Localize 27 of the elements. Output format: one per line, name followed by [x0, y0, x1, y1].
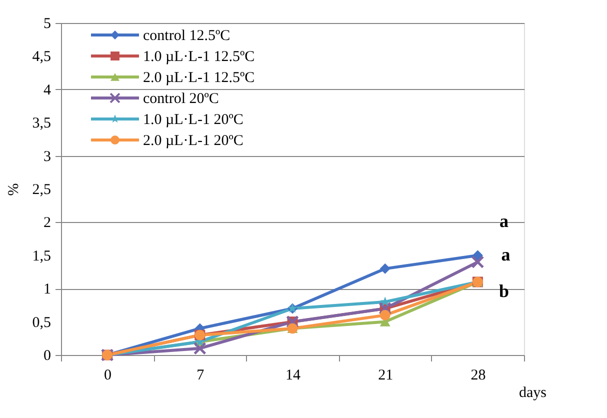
- legend-label: 2.0 µL·L-1 20ºC: [143, 133, 244, 149]
- legend-label: 1.0 µL·L-1 20ºC: [143, 112, 244, 128]
- y-tick-label: 4,5: [32, 49, 51, 66]
- legend-label: control 20ºC: [143, 91, 219, 107]
- x-axis-title: days: [519, 385, 547, 401]
- x-tick-label: 0: [104, 368, 112, 384]
- y-tick-label: 2,5: [32, 182, 51, 198]
- legend-label: control 12.5ºC: [143, 28, 230, 44]
- y-tick-label: 0: [44, 348, 51, 364]
- y-axis-title: %: [6, 183, 22, 196]
- y-tick-label: 0,5: [32, 314, 51, 331]
- x-tick-label: 7: [196, 368, 205, 384]
- y-tick-label: 3: [44, 148, 51, 165]
- y-tick-label: 2: [44, 215, 51, 232]
- x-tick-label: 28: [470, 368, 486, 384]
- annotation: b: [498, 280, 510, 301]
- legend-label: 1.0 µL·L-1 12.5ºC: [143, 49, 255, 65]
- y-tick-label: 5: [44, 16, 51, 32]
- x-tick-label: 14: [286, 368, 301, 384]
- annotation: a: [501, 244, 510, 264]
- x-tick-label: 21: [378, 368, 394, 384]
- y-tick-label: 1: [44, 282, 51, 298]
- y-tick-label: 4: [44, 82, 52, 98]
- y-tick-label: 3,5: [32, 116, 51, 132]
- legend-label: 2.0 µL·L-1 12.5ºC: [143, 70, 255, 86]
- y-tick-label: 1,5: [32, 248, 51, 264]
- annotation: a: [500, 211, 508, 232]
